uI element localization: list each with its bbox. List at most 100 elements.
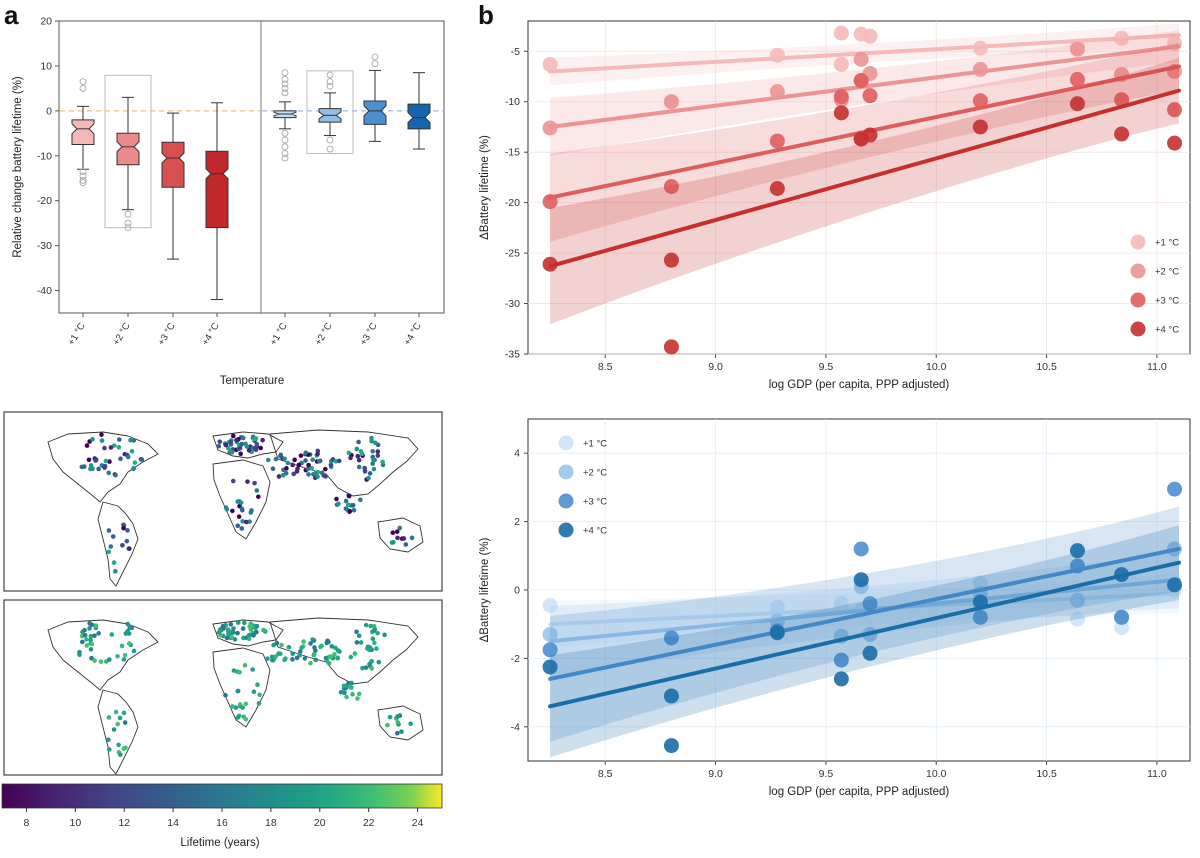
data-point xyxy=(542,56,558,72)
city-marker xyxy=(111,560,117,565)
city-marker xyxy=(347,508,353,514)
city-marker xyxy=(82,627,87,633)
city-marker xyxy=(341,683,347,689)
outlier-point xyxy=(326,78,334,86)
city-marker xyxy=(294,469,300,474)
outlier-point xyxy=(326,82,334,90)
city-marker xyxy=(92,658,97,663)
city-marker xyxy=(113,472,118,478)
colorbar-gradient xyxy=(1,783,443,809)
city-marker xyxy=(373,440,378,446)
city-marker xyxy=(96,631,101,636)
boxplot-xtick-label: +3 °C xyxy=(358,321,380,348)
data-point xyxy=(663,252,679,268)
city-marker xyxy=(99,438,105,443)
city-marker xyxy=(217,439,223,445)
city-marker xyxy=(274,640,280,646)
xtick-label: 11.0 xyxy=(1147,768,1167,780)
city-marker xyxy=(125,621,130,627)
continent-outline xyxy=(212,619,284,647)
city-marker xyxy=(243,519,249,525)
city-marker xyxy=(129,448,135,454)
city-marker xyxy=(290,462,295,468)
city-marker xyxy=(123,745,128,751)
city-marker xyxy=(387,714,393,720)
city-marker xyxy=(358,640,364,645)
city-marker xyxy=(84,443,90,448)
city-marker xyxy=(270,657,275,663)
city-marker xyxy=(363,622,369,628)
city-marker xyxy=(255,682,260,688)
box-warm-4 xyxy=(205,102,229,301)
city-marker xyxy=(401,536,407,541)
city-marker xyxy=(349,680,354,686)
city-marker xyxy=(99,432,104,437)
outlier-point xyxy=(79,177,87,184)
city-marker xyxy=(115,653,120,659)
city-marker xyxy=(122,720,128,725)
city-marker xyxy=(80,639,85,645)
city-marker xyxy=(278,452,284,458)
data-point xyxy=(853,541,869,557)
city-marker xyxy=(252,480,257,486)
ytick-label: -10 xyxy=(505,96,520,108)
city-marker xyxy=(88,637,93,643)
colorbar-tick-label: 10 xyxy=(69,817,81,829)
city-marker xyxy=(354,629,359,635)
city-marker xyxy=(106,470,112,476)
city-marker xyxy=(323,466,328,472)
box-body xyxy=(116,132,140,166)
city-marker xyxy=(354,446,360,452)
continent-outline xyxy=(212,459,271,540)
city-marker xyxy=(238,451,243,457)
data-point xyxy=(1114,30,1130,46)
colorbar: 8 10 12 14 16 18 20 22 24 Lifetime (years) xyxy=(1,783,443,849)
confidence-band xyxy=(550,506,1179,742)
colorbar-tick-label: 24 xyxy=(412,817,424,829)
boxplot-chart: 20 10 0 -10 -20 -30 -40 +1 °C +2 °C +3 °C +4 °C +1… xyxy=(12,16,445,387)
legend-marker xyxy=(558,464,574,480)
city-marker xyxy=(323,474,328,479)
city-marker xyxy=(110,534,116,539)
ytick-label: -25 xyxy=(505,248,520,260)
outlier-point xyxy=(281,69,289,77)
xtick-label: 9.5 xyxy=(819,768,834,780)
fit-line xyxy=(548,88,1181,269)
xtick-label: 10.5 xyxy=(1036,768,1057,780)
city-marker xyxy=(229,704,235,709)
data-point xyxy=(1069,41,1085,57)
box-warm-3 xyxy=(161,112,185,260)
city-marker xyxy=(88,633,94,639)
city-marker xyxy=(343,498,349,504)
city-marker xyxy=(395,730,400,736)
city-marker xyxy=(223,692,228,698)
city-marker xyxy=(336,501,341,507)
data-point xyxy=(542,597,558,613)
city-marker xyxy=(308,660,313,666)
city-marker xyxy=(111,727,117,732)
city-marker xyxy=(106,747,112,752)
city-marker xyxy=(279,642,284,648)
city-marker xyxy=(306,462,311,468)
city-marker xyxy=(258,445,263,451)
continent-outline xyxy=(47,619,159,691)
data-point xyxy=(833,89,849,105)
city-marker xyxy=(301,639,306,644)
city-marker xyxy=(350,503,355,508)
city-marker xyxy=(117,715,123,721)
colorbar-label: Lifetime (years) xyxy=(180,837,259,849)
city-marker xyxy=(247,519,252,524)
data-point xyxy=(862,88,878,104)
city-marker xyxy=(239,526,245,531)
city-marker xyxy=(127,625,133,631)
legend: +1 °C +2 °C +3 °C +4 °C xyxy=(1130,234,1179,337)
city-marker xyxy=(324,640,330,646)
city-marker xyxy=(348,654,354,660)
city-marker xyxy=(367,471,373,476)
legend-label: +4 °C xyxy=(583,526,607,537)
xtick-label: 10.5 xyxy=(1036,361,1057,373)
box-cool-3 xyxy=(363,53,387,142)
city-marker xyxy=(409,535,415,541)
continent-outline xyxy=(97,689,139,775)
continent-outline xyxy=(47,431,159,503)
